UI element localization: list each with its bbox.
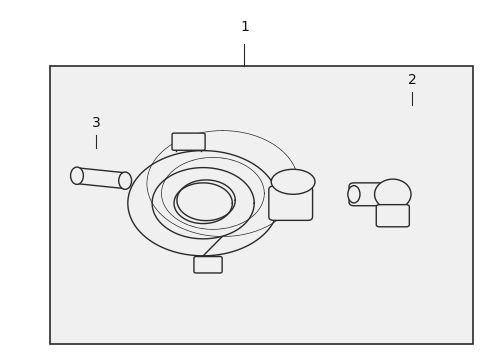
Ellipse shape xyxy=(147,131,297,236)
FancyBboxPatch shape xyxy=(194,257,222,273)
FancyBboxPatch shape xyxy=(348,183,394,206)
Ellipse shape xyxy=(70,167,83,184)
Ellipse shape xyxy=(271,169,314,194)
FancyBboxPatch shape xyxy=(172,133,204,150)
Ellipse shape xyxy=(162,158,264,229)
Ellipse shape xyxy=(119,172,131,189)
Text: 3: 3 xyxy=(92,116,101,130)
FancyBboxPatch shape xyxy=(268,186,312,220)
Text: 1: 1 xyxy=(240,19,248,33)
Text: 2: 2 xyxy=(407,73,416,87)
Bar xyxy=(50,66,472,344)
Ellipse shape xyxy=(374,179,410,210)
FancyBboxPatch shape xyxy=(375,204,408,227)
Ellipse shape xyxy=(347,186,359,203)
